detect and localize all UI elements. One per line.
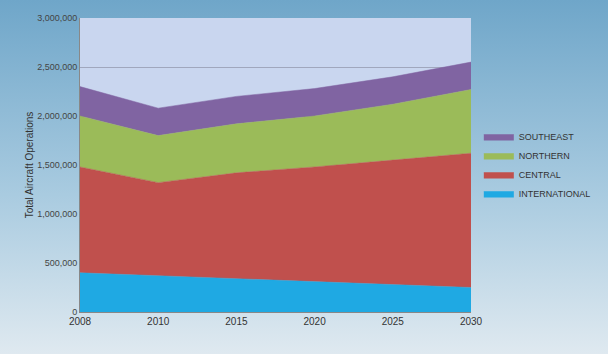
svg-text:0: 0: [72, 307, 77, 317]
svg-text:2025: 2025: [382, 316, 405, 327]
svg-text:2020: 2020: [303, 316, 326, 327]
svg-text:INTERNATIONAL: INTERNATIONAL: [519, 189, 590, 199]
svg-text:Total Aircraft Operations: Total Aircraft Operations: [24, 112, 35, 219]
svg-text:1,500,000: 1,500,000: [37, 160, 77, 170]
svg-text:CENTRAL: CENTRAL: [519, 170, 561, 180]
svg-text:2,000,000: 2,000,000: [37, 111, 77, 121]
svg-text:2015: 2015: [225, 316, 248, 327]
svg-text:2008: 2008: [69, 316, 92, 327]
svg-text:2010: 2010: [147, 316, 170, 327]
svg-text:2,500,000: 2,500,000: [37, 62, 77, 72]
svg-text:3,000,000: 3,000,000: [37, 13, 77, 23]
svg-text:2030: 2030: [460, 316, 483, 327]
svg-text:500,000: 500,000: [45, 258, 78, 268]
svg-text:NORTHERN: NORTHERN: [519, 151, 570, 161]
svg-text:SOUTHEAST: SOUTHEAST: [519, 132, 575, 142]
svg-text:1,000,000: 1,000,000: [37, 209, 77, 219]
